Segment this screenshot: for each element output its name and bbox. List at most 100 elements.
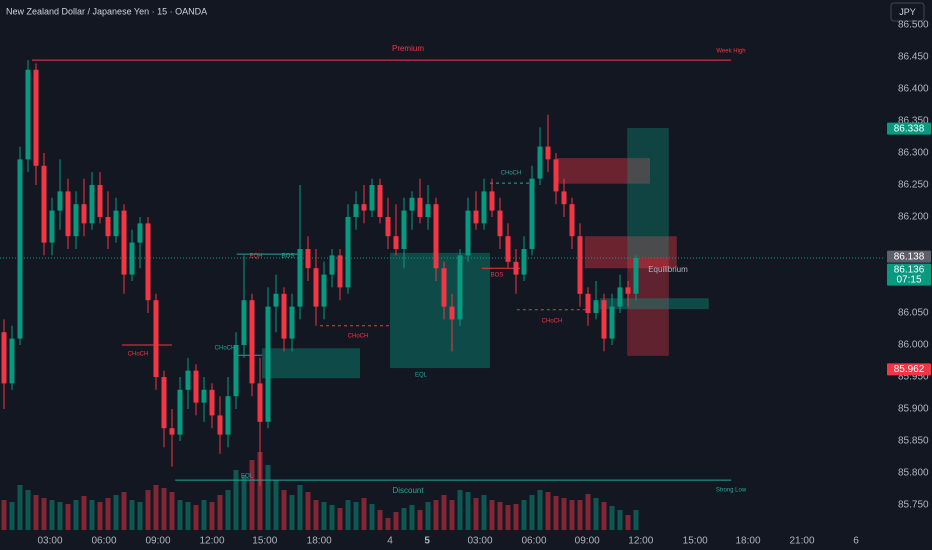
currency-button[interactable] (890, 2, 925, 22)
y-tick-label: 86.050 (898, 308, 929, 319)
countdown: 07:15 (896, 274, 921, 285)
candle-body (425, 204, 431, 217)
candle-body (497, 210, 503, 237)
candle-body (337, 255, 343, 288)
candle-body (377, 184, 383, 217)
volume-bar (505, 505, 511, 530)
candle-body (113, 210, 119, 237)
y-tick-label: 86.250 (898, 180, 929, 191)
candle-body (257, 383, 263, 422)
candle-body (145, 223, 151, 301)
volume-bar (369, 504, 375, 530)
volume-bar (609, 506, 615, 530)
annotation: BOS (491, 273, 504, 279)
candle-body (105, 216, 111, 237)
candle-body (81, 204, 87, 224)
annotation: CHoCH (128, 352, 149, 358)
candle-body (89, 184, 95, 224)
volume-bar (553, 496, 559, 530)
y-tick-label: 86.450 (898, 52, 929, 63)
candle-body (609, 306, 615, 339)
candle-body (33, 69, 39, 166)
y-tick-label: 85.750 (898, 500, 929, 511)
volume-bar (257, 452, 263, 530)
candle-body (401, 210, 407, 249)
x-tick-label: 09:00 (145, 536, 170, 547)
volume-bar (537, 490, 543, 530)
x-tick-label: 21:00 (789, 536, 814, 547)
volume-bar (153, 485, 159, 530)
candle-body (249, 300, 255, 384)
volume-bar (401, 508, 407, 530)
volume-bar (305, 492, 311, 530)
candle-body (97, 184, 103, 217)
candle-body (617, 287, 623, 307)
candle-body (137, 223, 143, 243)
volume-bar (465, 492, 471, 530)
annotation: EQL (415, 373, 428, 379)
volume-bar (361, 498, 367, 530)
candle-body (217, 415, 223, 435)
volume-bar (185, 502, 191, 530)
zone (390, 252, 490, 369)
annotation: CHoCH (542, 319, 563, 325)
volume-bar (545, 492, 551, 530)
candle-body (65, 191, 71, 237)
candle-body (481, 191, 487, 224)
volume-bar (129, 500, 135, 530)
x-tick-label: 18:00 (307, 536, 332, 547)
volume-bar (33, 495, 39, 530)
x-tick-label: 12:00 (628, 536, 653, 547)
y-tick-label: 86.350 (898, 116, 929, 127)
volume-bar (497, 502, 503, 530)
candle-body (129, 242, 135, 275)
candle-body (601, 300, 607, 339)
volume-bar (569, 500, 575, 530)
annotation: Week High (716, 49, 745, 55)
volume-bar (345, 500, 351, 530)
x-tick-label: 06:00 (91, 536, 116, 547)
x-tick-label: 03:00 (467, 536, 492, 547)
annotation: Equilibrium (648, 265, 688, 274)
annotation: CHoCH (348, 334, 369, 340)
candle-body (169, 428, 175, 435)
candle-body (177, 389, 183, 435)
candle-body (41, 165, 47, 243)
volume-bar (201, 500, 207, 530)
y-tick-label: 86.300 (898, 148, 929, 159)
candle-body (465, 210, 471, 256)
volume-bar (9, 502, 15, 530)
annotation: Discount (392, 486, 424, 495)
price-label-box (887, 263, 931, 286)
candle-body (385, 216, 391, 237)
volume-bar (625, 515, 631, 530)
volume-bar (313, 500, 319, 530)
candle-body (489, 191, 495, 211)
volume-bar (521, 500, 527, 530)
volume-bar (273, 480, 279, 530)
volume-bar (393, 512, 399, 530)
volume-bar (489, 500, 495, 530)
volume-bar (577, 500, 583, 530)
currency-label: JPY (899, 7, 916, 17)
volume-bar (97, 502, 103, 530)
x-tick-label: 12:00 (199, 536, 224, 547)
volume-bar (321, 502, 327, 530)
candle-body (49, 210, 55, 243)
volume-bar (177, 500, 183, 530)
volume-bar (169, 492, 175, 530)
volume-bar (473, 498, 479, 530)
candle-body (161, 377, 167, 429)
volume-bar (113, 495, 119, 530)
volume-bar (425, 502, 431, 530)
x-tick-label: 4 (387, 536, 393, 547)
candle-body (441, 268, 447, 307)
volume-bar (121, 492, 127, 530)
candle-body (369, 184, 375, 211)
candle-body (513, 261, 519, 275)
zone (627, 128, 669, 258)
x-tick-label: 15:00 (252, 536, 277, 547)
volume-bar (57, 502, 63, 530)
x-tick-label: 6 (853, 536, 859, 547)
